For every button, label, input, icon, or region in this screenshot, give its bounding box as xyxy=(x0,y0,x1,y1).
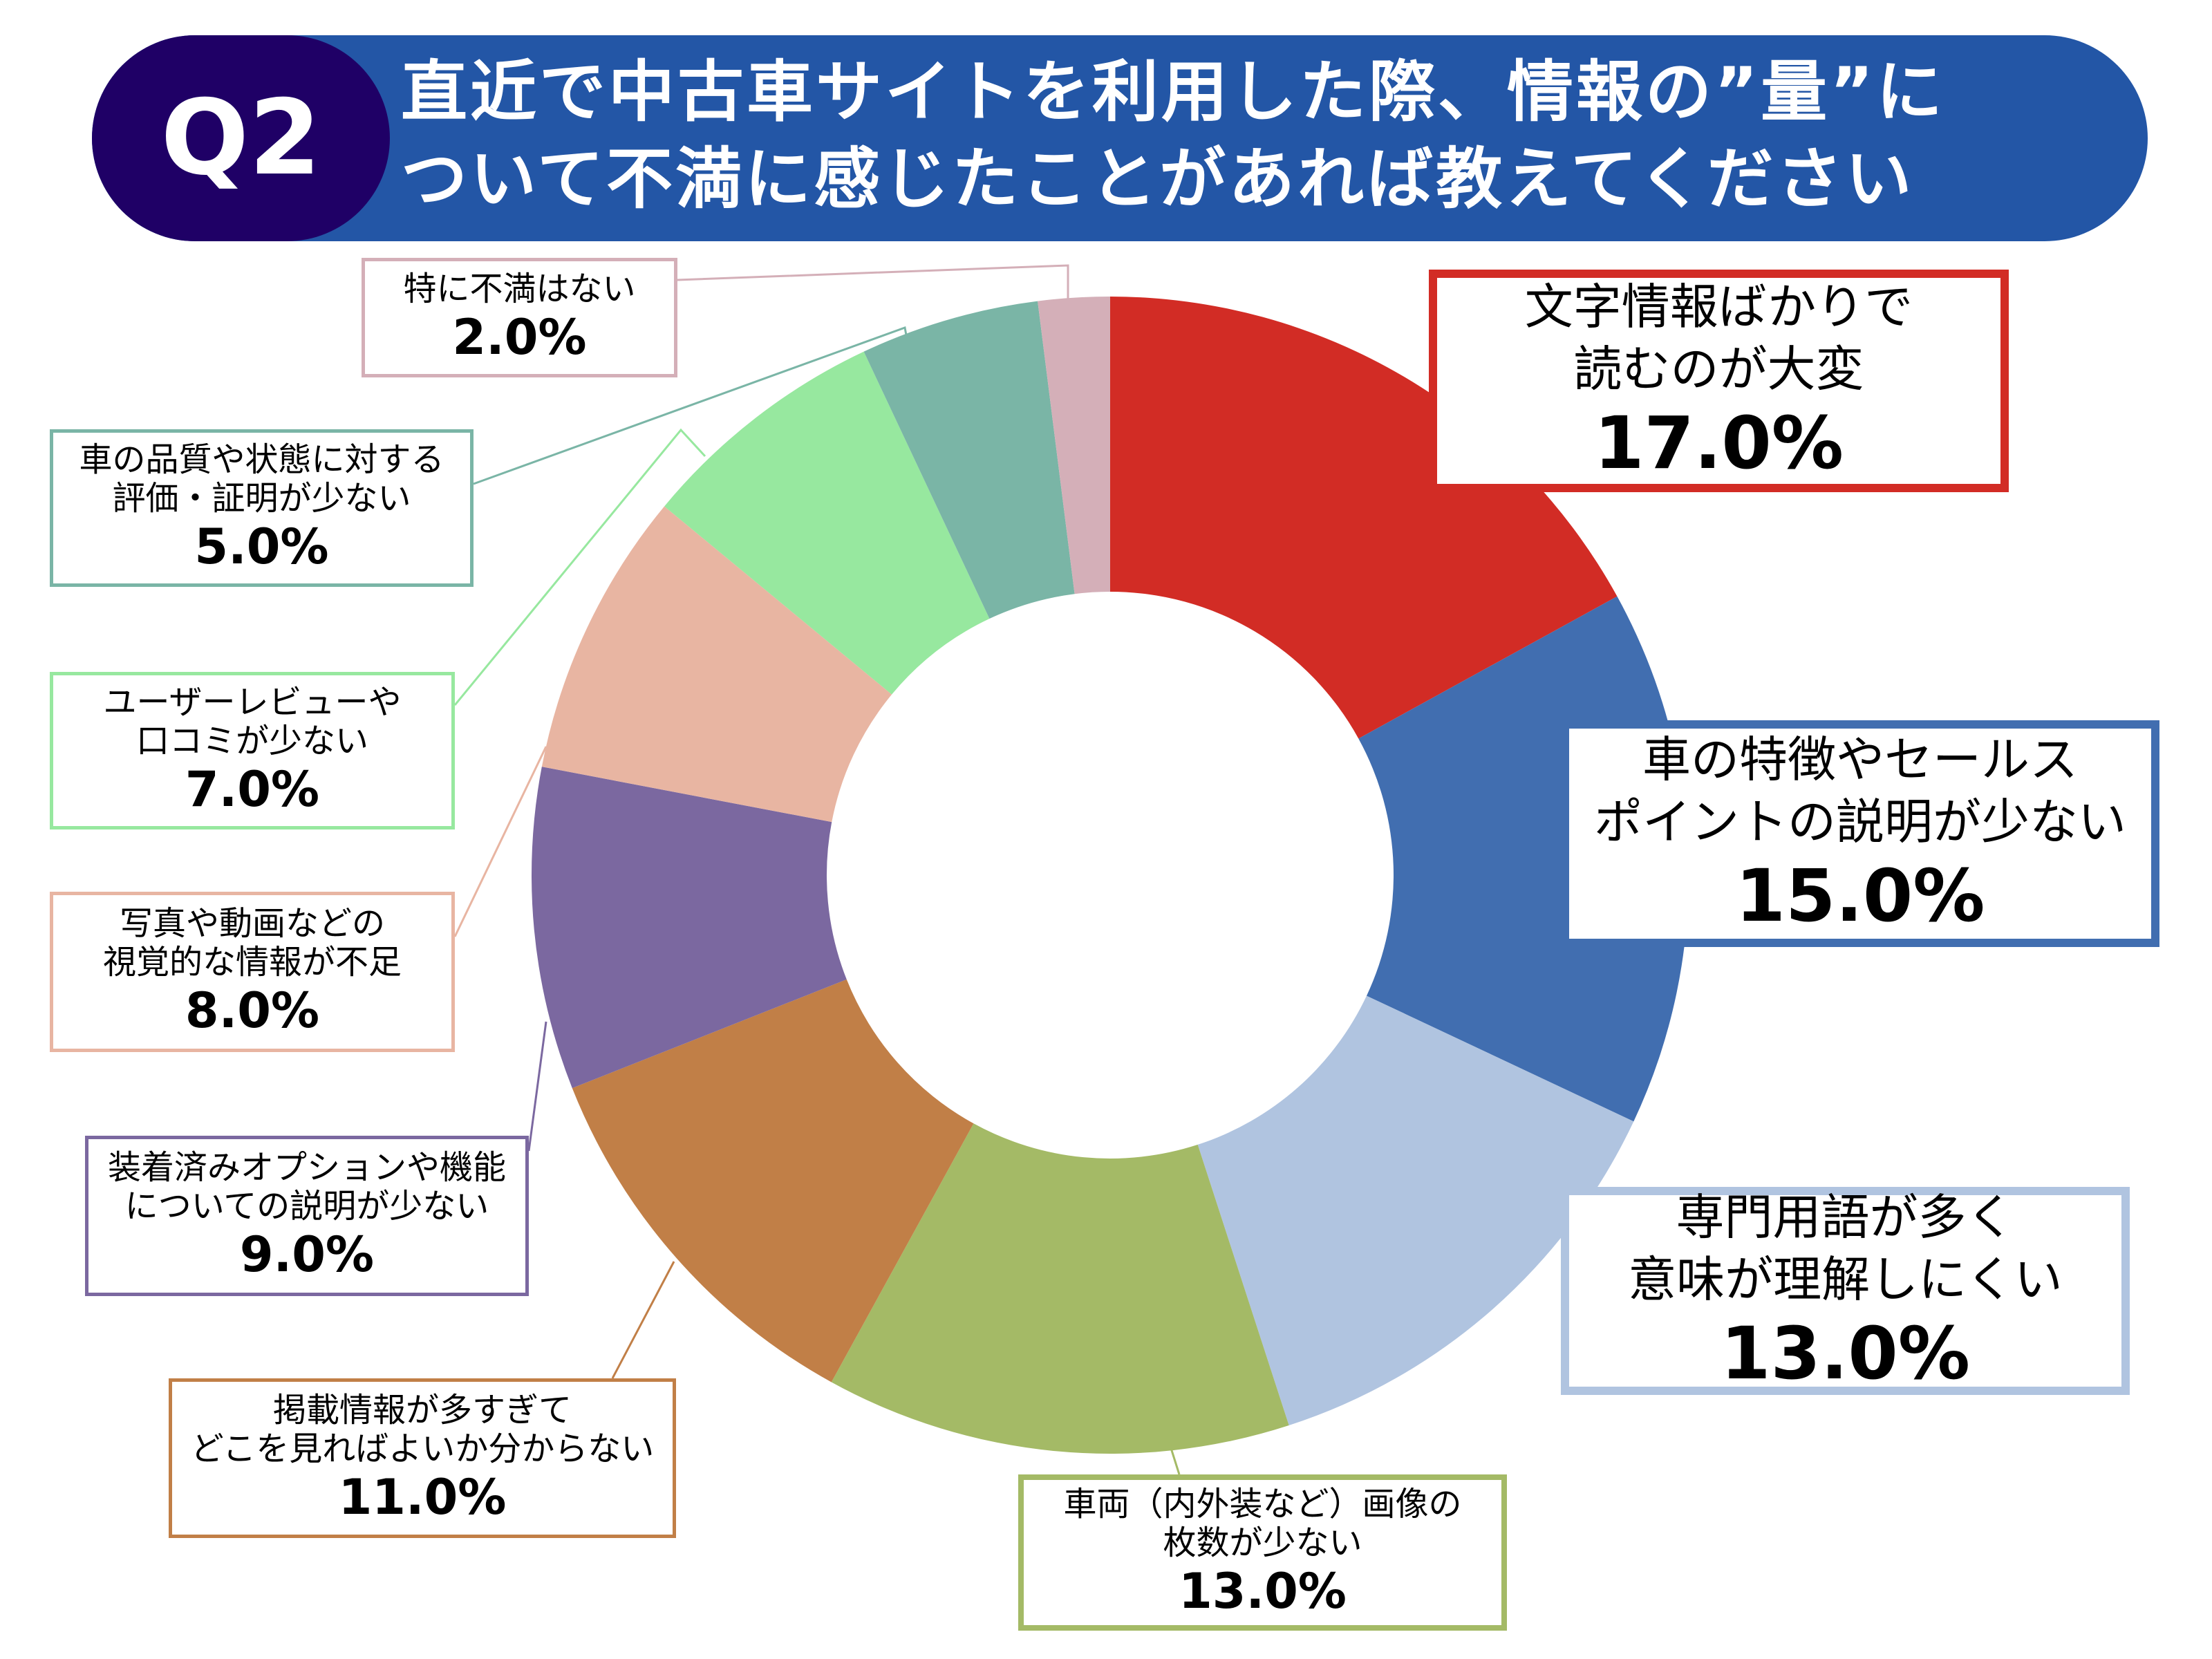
donut-slice-6 xyxy=(541,506,892,823)
value-label: 9.0% xyxy=(239,1226,375,1283)
value-label: 13.0% xyxy=(1721,1311,1970,1396)
value-label: 8.0% xyxy=(185,982,320,1039)
donut-slice-8 xyxy=(863,301,1075,619)
leader-line-7 xyxy=(453,428,706,706)
chart-title: 直近で中古車サイトを利用した際、情報の”量”に ついて不満に感じたことがあれば教… xyxy=(401,53,1946,218)
donut-slice-9 xyxy=(1038,297,1110,594)
leader-line-6 xyxy=(453,746,547,937)
leader-line-8 xyxy=(473,326,908,485)
data-label-box-9: 特に不満はない 2.0% xyxy=(362,258,677,377)
donut-slice-4 xyxy=(572,979,974,1382)
leader-line-9 xyxy=(677,264,1069,301)
data-label-box-3: 車両（内外装など）画像の 枚数が少ない 13.0% xyxy=(1018,1474,1507,1631)
data-label-box-2: 専門用語が多く 意味が理解しにくい 13.0% xyxy=(1561,1187,2130,1396)
data-label-box-1: 車の特徴やセールス ポイントの説明が少ない 15.0% xyxy=(1561,720,2159,947)
category-label: 掲載情報が多すぎて どこを見ればよいか分からない xyxy=(190,1390,655,1468)
data-label-box-4: 掲載情報が多すぎて どこを見ればよいか分からない 11.0% xyxy=(169,1378,676,1538)
category-label: 写真や動画などの 視覚的な情報が不足 xyxy=(102,904,402,982)
value-label: 13.0% xyxy=(1179,1563,1347,1620)
donut-slice-5 xyxy=(532,767,847,1089)
question-badge: Q2 xyxy=(92,35,390,241)
leader-line-5 xyxy=(527,1021,547,1152)
data-label-box-6: 写真や動画などの 視覚的な情報が不足 8.0% xyxy=(50,892,455,1052)
value-label: 11.0% xyxy=(338,1468,507,1526)
category-label: 車の特徴やセールス ポイントの説明が少ない xyxy=(1594,731,2126,850)
category-label: ユーザーレビューや 口コミが少ない xyxy=(103,683,402,760)
leader-line-3 xyxy=(1170,1447,1181,1475)
category-label: 車両（内外装など）画像の 枚数が少ない xyxy=(1063,1485,1462,1562)
category-label: 車の品質や状態に対する 評価・証明が少ない xyxy=(79,440,444,518)
value-label: 15.0% xyxy=(1735,854,1985,938)
category-label: 専門用語が多く 意味が理解しにくい xyxy=(1628,1188,2063,1308)
value-label: 17.0% xyxy=(1594,401,1844,485)
donut-slice-3 xyxy=(831,1123,1289,1454)
donut-slice-2 xyxy=(1197,995,1634,1426)
category-label: 装着済みオプションや機能 についての説明が少ない xyxy=(107,1148,506,1226)
data-label-box-0: 文字情報ばかりで 読むのが大変 17.0% xyxy=(1429,270,2009,492)
donut-slice-0 xyxy=(1110,297,1618,739)
data-label-box-5: 装着済みオプションや機能 についての説明が少ない 9.0% xyxy=(85,1136,529,1296)
value-label: 7.0% xyxy=(185,761,320,818)
value-label: 2.0% xyxy=(452,308,587,366)
data-label-box-8: 車の品質や状態に対する 評価・証明が少ない 5.0% xyxy=(50,429,474,587)
value-label: 5.0% xyxy=(194,518,329,575)
category-label: 文字情報ばかりで 読むのが大変 xyxy=(1524,279,1913,397)
leader-line-4 xyxy=(611,1261,675,1379)
data-label-box-7: ユーザーレビューや 口コミが少ない 7.0% xyxy=(50,672,455,830)
donut-slice-7 xyxy=(664,351,990,695)
title-banner xyxy=(92,35,2148,241)
category-label: 特に不満はない xyxy=(403,269,636,308)
